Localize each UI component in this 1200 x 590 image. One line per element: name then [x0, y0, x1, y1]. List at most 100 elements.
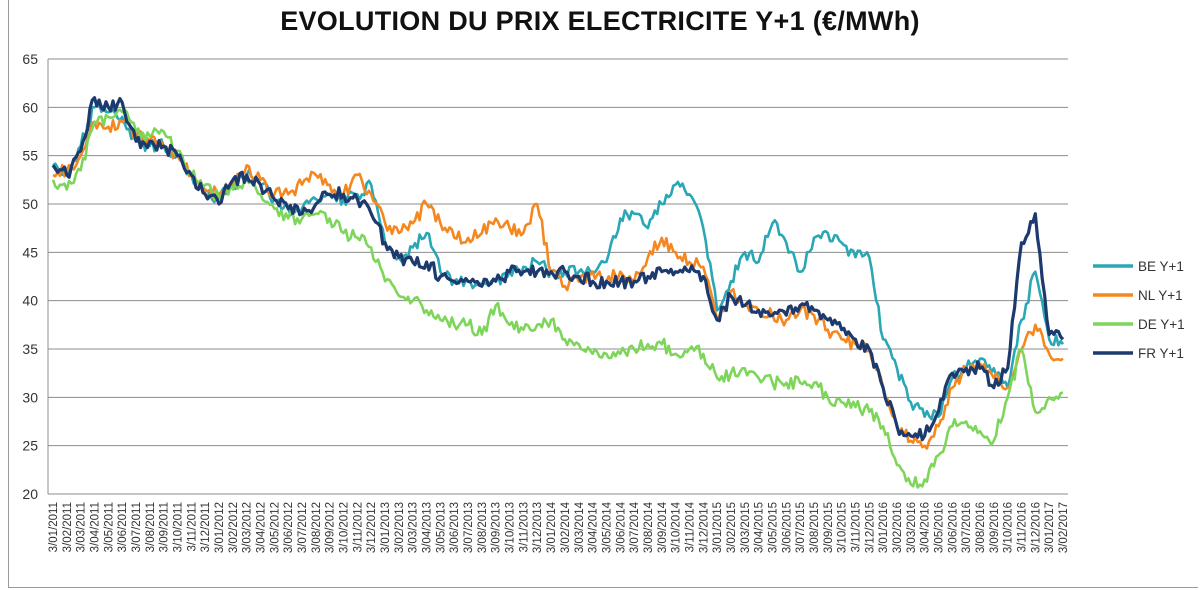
x-tick-label: 3/08/2013 — [477, 502, 489, 553]
legend-label: FR Y+1 — [1138, 346, 1184, 361]
x-tick-label: 3/09/2016 — [989, 502, 1001, 553]
x-tick-label: 3/11/2015 — [850, 502, 862, 552]
x-tick-label: 3/08/2016 — [975, 502, 987, 553]
x-tick-label: 3/02/2014 — [560, 501, 572, 553]
x-tick-label: 3/04/2016 — [920, 502, 932, 553]
x-tick-label: 3/12/2011 — [200, 502, 212, 552]
y-axis-ticks: 20 25 30 35 40 45 50 55 60 65 — [22, 51, 38, 502]
series-line-de — [51, 108, 1064, 489]
x-tick-label: 3/07/2013 — [463, 502, 475, 553]
y-tick-label: 55 — [22, 148, 38, 164]
y-tick-label: 50 — [22, 196, 38, 212]
x-tick-label: 3/02/2011 — [62, 502, 74, 552]
x-tick-label: 3/03/2015 — [740, 502, 752, 553]
x-tick-label: 3/01/2015 — [712, 502, 724, 553]
x-tick-label: 3/10/2014 — [671, 501, 683, 553]
legend-label: BE Y+1 — [1138, 259, 1184, 274]
x-tick-label: 3/08/2011 — [145, 502, 157, 552]
x-tick-label: 3/02/2012 — [228, 502, 240, 553]
y-tick-label: 25 — [22, 438, 38, 454]
x-tick-label: 3/11/2016 — [1016, 502, 1028, 552]
x-tick-label: 3/12/2014 — [698, 501, 710, 553]
x-tick-label: 3/12/2013 — [532, 502, 544, 553]
y-tick-label: 30 — [22, 389, 38, 405]
x-tick-label: 3/06/2013 — [449, 502, 461, 553]
x-tick-label: 3/02/2015 — [726, 502, 738, 553]
legend-label: DE Y+1 — [1138, 317, 1185, 332]
x-tick-label: 3/05/2016 — [933, 502, 945, 553]
chart-frame — [8, 0, 1198, 588]
x-tick-label: 3/12/2015 — [864, 502, 876, 553]
x-tick-label: 3/02/2017 — [1058, 502, 1070, 553]
x-tick-label: 3/10/2015 — [837, 502, 849, 553]
x-tick-label: 3/09/2014 — [657, 501, 669, 553]
x-tick-label: 3/06/2012 — [283, 502, 295, 553]
x-tick-label: 3/06/2011 — [117, 502, 129, 552]
chart-title: EVOLUTION DU PRIX ELECTRICITE Y+1 (€/MWh… — [280, 6, 920, 36]
x-tick-label: 3/02/2016 — [892, 502, 904, 553]
x-tick-label: 3/05/2015 — [767, 502, 779, 553]
x-axis-ticks: 3/01/2011 3/02/2011 3/03/2011 3/04/2011 3/05… — [48, 501, 1070, 553]
x-tick-label: 3/08/2014 — [643, 501, 655, 553]
x-tick-label: 3/09/2011 — [159, 502, 171, 552]
x-tick-label: 3/10/2011 — [173, 502, 185, 552]
x-tick-label: 3/01/2013 — [380, 502, 392, 553]
x-tick-label: 3/01/2011 — [48, 502, 60, 552]
series-lines — [51, 96, 1065, 489]
y-tick-label: 20 — [22, 486, 38, 502]
x-tick-label: 3/03/2012 — [242, 502, 254, 553]
y-tick-label: 45 — [22, 244, 38, 260]
x-tick-label: 3/11/2012 — [352, 502, 364, 552]
x-tick-label: 3/01/2014 — [546, 501, 558, 553]
x-tick-label: 3/05/2011 — [103, 502, 115, 552]
x-tick-label: 3/04/2012 — [256, 502, 268, 553]
x-tick-label: 3/07/2014 — [629, 501, 641, 553]
x-tick-label: 3/06/2015 — [781, 502, 793, 553]
x-tick-label: 3/03/2013 — [408, 502, 420, 553]
x-tick-label: 3/04/2013 — [422, 502, 434, 553]
x-tick-label: 3/07/2015 — [795, 502, 807, 553]
x-tick-label: 3/07/2011 — [131, 502, 143, 552]
x-tick-label: 3/08/2012 — [311, 502, 323, 553]
legend-label: NL Y+1 — [1138, 288, 1183, 303]
series-line-nl — [52, 118, 1064, 450]
x-tick-label: 3/02/2013 — [394, 502, 406, 553]
x-tick-label: 3/11/2011 — [186, 502, 198, 551]
x-tick-label: 3/05/2012 — [269, 502, 281, 553]
x-tick-label: 3/10/2016 — [1003, 502, 1015, 553]
y-tick-label: 40 — [22, 293, 38, 309]
x-tick-label: 3/05/2014 — [601, 501, 613, 553]
x-tick-label: 3/04/2014 — [588, 501, 600, 553]
x-tick-label: 3/07/2012 — [297, 502, 309, 553]
y-tick-label: 35 — [22, 341, 38, 357]
x-tick-label: 3/11/2014 — [684, 501, 696, 552]
y-tick-label: 65 — [22, 51, 38, 67]
x-tick-label: 3/01/2016 — [878, 502, 890, 553]
x-tick-label: 3/05/2013 — [435, 502, 447, 553]
x-tick-label: 3/01/2012 — [214, 502, 226, 553]
legend: BE Y+1 NL Y+1 DE Y+1 FR Y+1 — [1093, 259, 1185, 361]
x-tick-label: 3/12/2012 — [366, 502, 378, 553]
x-tick-label: 3/03/2011 — [76, 502, 88, 552]
x-tick-label: 3/10/2012 — [339, 502, 351, 553]
y-tick-label: 60 — [22, 99, 38, 115]
x-tick-label: 3/12/2016 — [1030, 502, 1042, 553]
x-tick-label: 3/09/2012 — [325, 502, 337, 553]
x-tick-label: 3/04/2011 — [90, 502, 102, 552]
gridlines — [47, 58, 1068, 495]
x-tick-label: 3/06/2016 — [947, 502, 959, 553]
x-tick-label: 3/07/2016 — [961, 502, 973, 553]
x-tick-label: 3/04/2015 — [754, 502, 766, 553]
x-tick-label: 3/03/2014 — [574, 501, 586, 553]
x-tick-label: 3/10/2013 — [505, 502, 517, 553]
x-tick-label: 3/06/2014 — [615, 501, 627, 553]
x-tick-label: 3/11/2013 — [518, 502, 530, 552]
x-tick-label: 3/03/2016 — [906, 502, 918, 553]
series-line-be — [52, 103, 1065, 421]
x-tick-label: 3/08/2015 — [809, 502, 821, 553]
series-line-fr — [51, 96, 1065, 442]
x-tick-label: 3/09/2015 — [823, 502, 835, 553]
x-tick-label: 3/09/2013 — [491, 502, 503, 553]
x-tick-label: 3/01/2017 — [1044, 502, 1056, 553]
